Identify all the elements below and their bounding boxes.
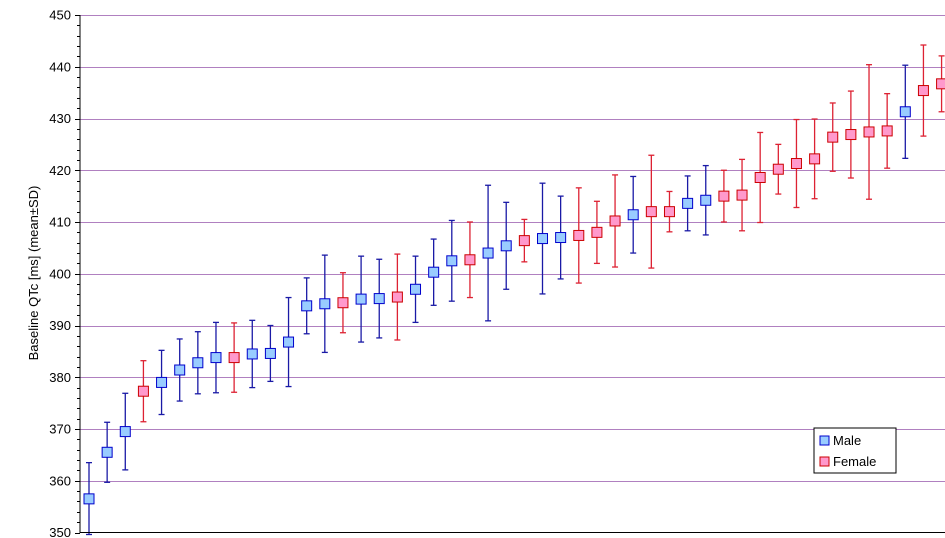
female-mean-marker	[591, 226, 603, 238]
y-ticks: 350 360 370 380 390 400 410 420 430 440 450	[49, 8, 80, 538]
y-tick-label: 380	[49, 370, 71, 385]
female-mean-marker	[790, 158, 802, 170]
female-mean-marker	[228, 352, 240, 364]
female-mean-marker	[863, 126, 875, 138]
female-mean-marker	[772, 163, 784, 175]
y-tick-label: 370	[49, 422, 71, 437]
female-mean-marker	[573, 229, 585, 241]
female-mean-marker	[936, 78, 945, 90]
female-mean-marker	[736, 189, 748, 201]
female-mean-marker	[663, 206, 675, 218]
data-markers	[83, 78, 945, 505]
male-mean-marker	[410, 283, 422, 295]
legend-male-label: Male	[833, 433, 861, 448]
female-mean-marker	[645, 206, 657, 218]
male-mean-marker	[119, 426, 131, 438]
y-tick-label: 440	[49, 59, 71, 74]
male-mean-marker	[500, 240, 512, 252]
legend-male-swatch	[819, 435, 830, 446]
male-mean-marker	[156, 376, 168, 388]
male-mean-marker	[264, 347, 276, 359]
y-tick-label: 360	[49, 473, 71, 488]
female-mean-marker	[464, 254, 476, 266]
y-tick-label: 390	[49, 318, 71, 333]
y-tick-label: 450	[49, 8, 71, 23]
y-tick-label: 420	[49, 163, 71, 178]
male-mean-marker	[627, 209, 639, 221]
male-mean-marker	[210, 352, 222, 364]
legend-female-swatch	[819, 456, 830, 467]
legend: Male Female	[813, 427, 897, 474]
female-mean-marker	[337, 297, 349, 309]
male-mean-marker	[301, 300, 313, 312]
gridlines	[80, 15, 945, 482]
y-tick-label: 350	[49, 525, 71, 538]
female-mean-marker	[845, 129, 857, 141]
male-mean-marker	[482, 247, 494, 259]
male-mean-marker	[101, 446, 113, 458]
male-mean-marker	[246, 348, 258, 360]
female-mean-marker	[881, 125, 893, 137]
male-mean-marker	[355, 293, 367, 305]
female-mean-marker	[609, 215, 621, 227]
male-mean-marker	[192, 357, 204, 369]
female-mean-marker	[137, 385, 149, 397]
female-mean-marker	[754, 171, 766, 183]
male-mean-marker	[283, 336, 295, 348]
female-mean-marker	[391, 291, 403, 303]
y-tick-label: 430	[49, 111, 71, 126]
female-mean-marker	[917, 85, 929, 97]
male-mean-marker	[899, 106, 911, 118]
male-mean-marker	[83, 493, 95, 505]
male-mean-marker	[373, 293, 385, 305]
y-tick-label: 400	[49, 266, 71, 281]
y-axis-title: Baseline QTc [ms] (mean±SD)	[26, 186, 41, 361]
female-mean-marker	[718, 190, 730, 202]
male-mean-marker	[446, 255, 458, 267]
female-mean-marker	[518, 235, 530, 247]
female-mean-marker	[809, 153, 821, 165]
male-mean-marker	[682, 197, 694, 209]
male-mean-marker	[700, 194, 712, 206]
male-mean-marker	[319, 298, 331, 310]
female-mean-marker	[827, 131, 839, 143]
legend-female-label: Female	[833, 454, 876, 469]
male-mean-marker	[537, 233, 548, 245]
male-mean-marker	[555, 232, 567, 244]
male-mean-marker	[174, 364, 186, 376]
y-tick-label: 410	[49, 215, 71, 230]
male-mean-marker	[428, 266, 440, 278]
